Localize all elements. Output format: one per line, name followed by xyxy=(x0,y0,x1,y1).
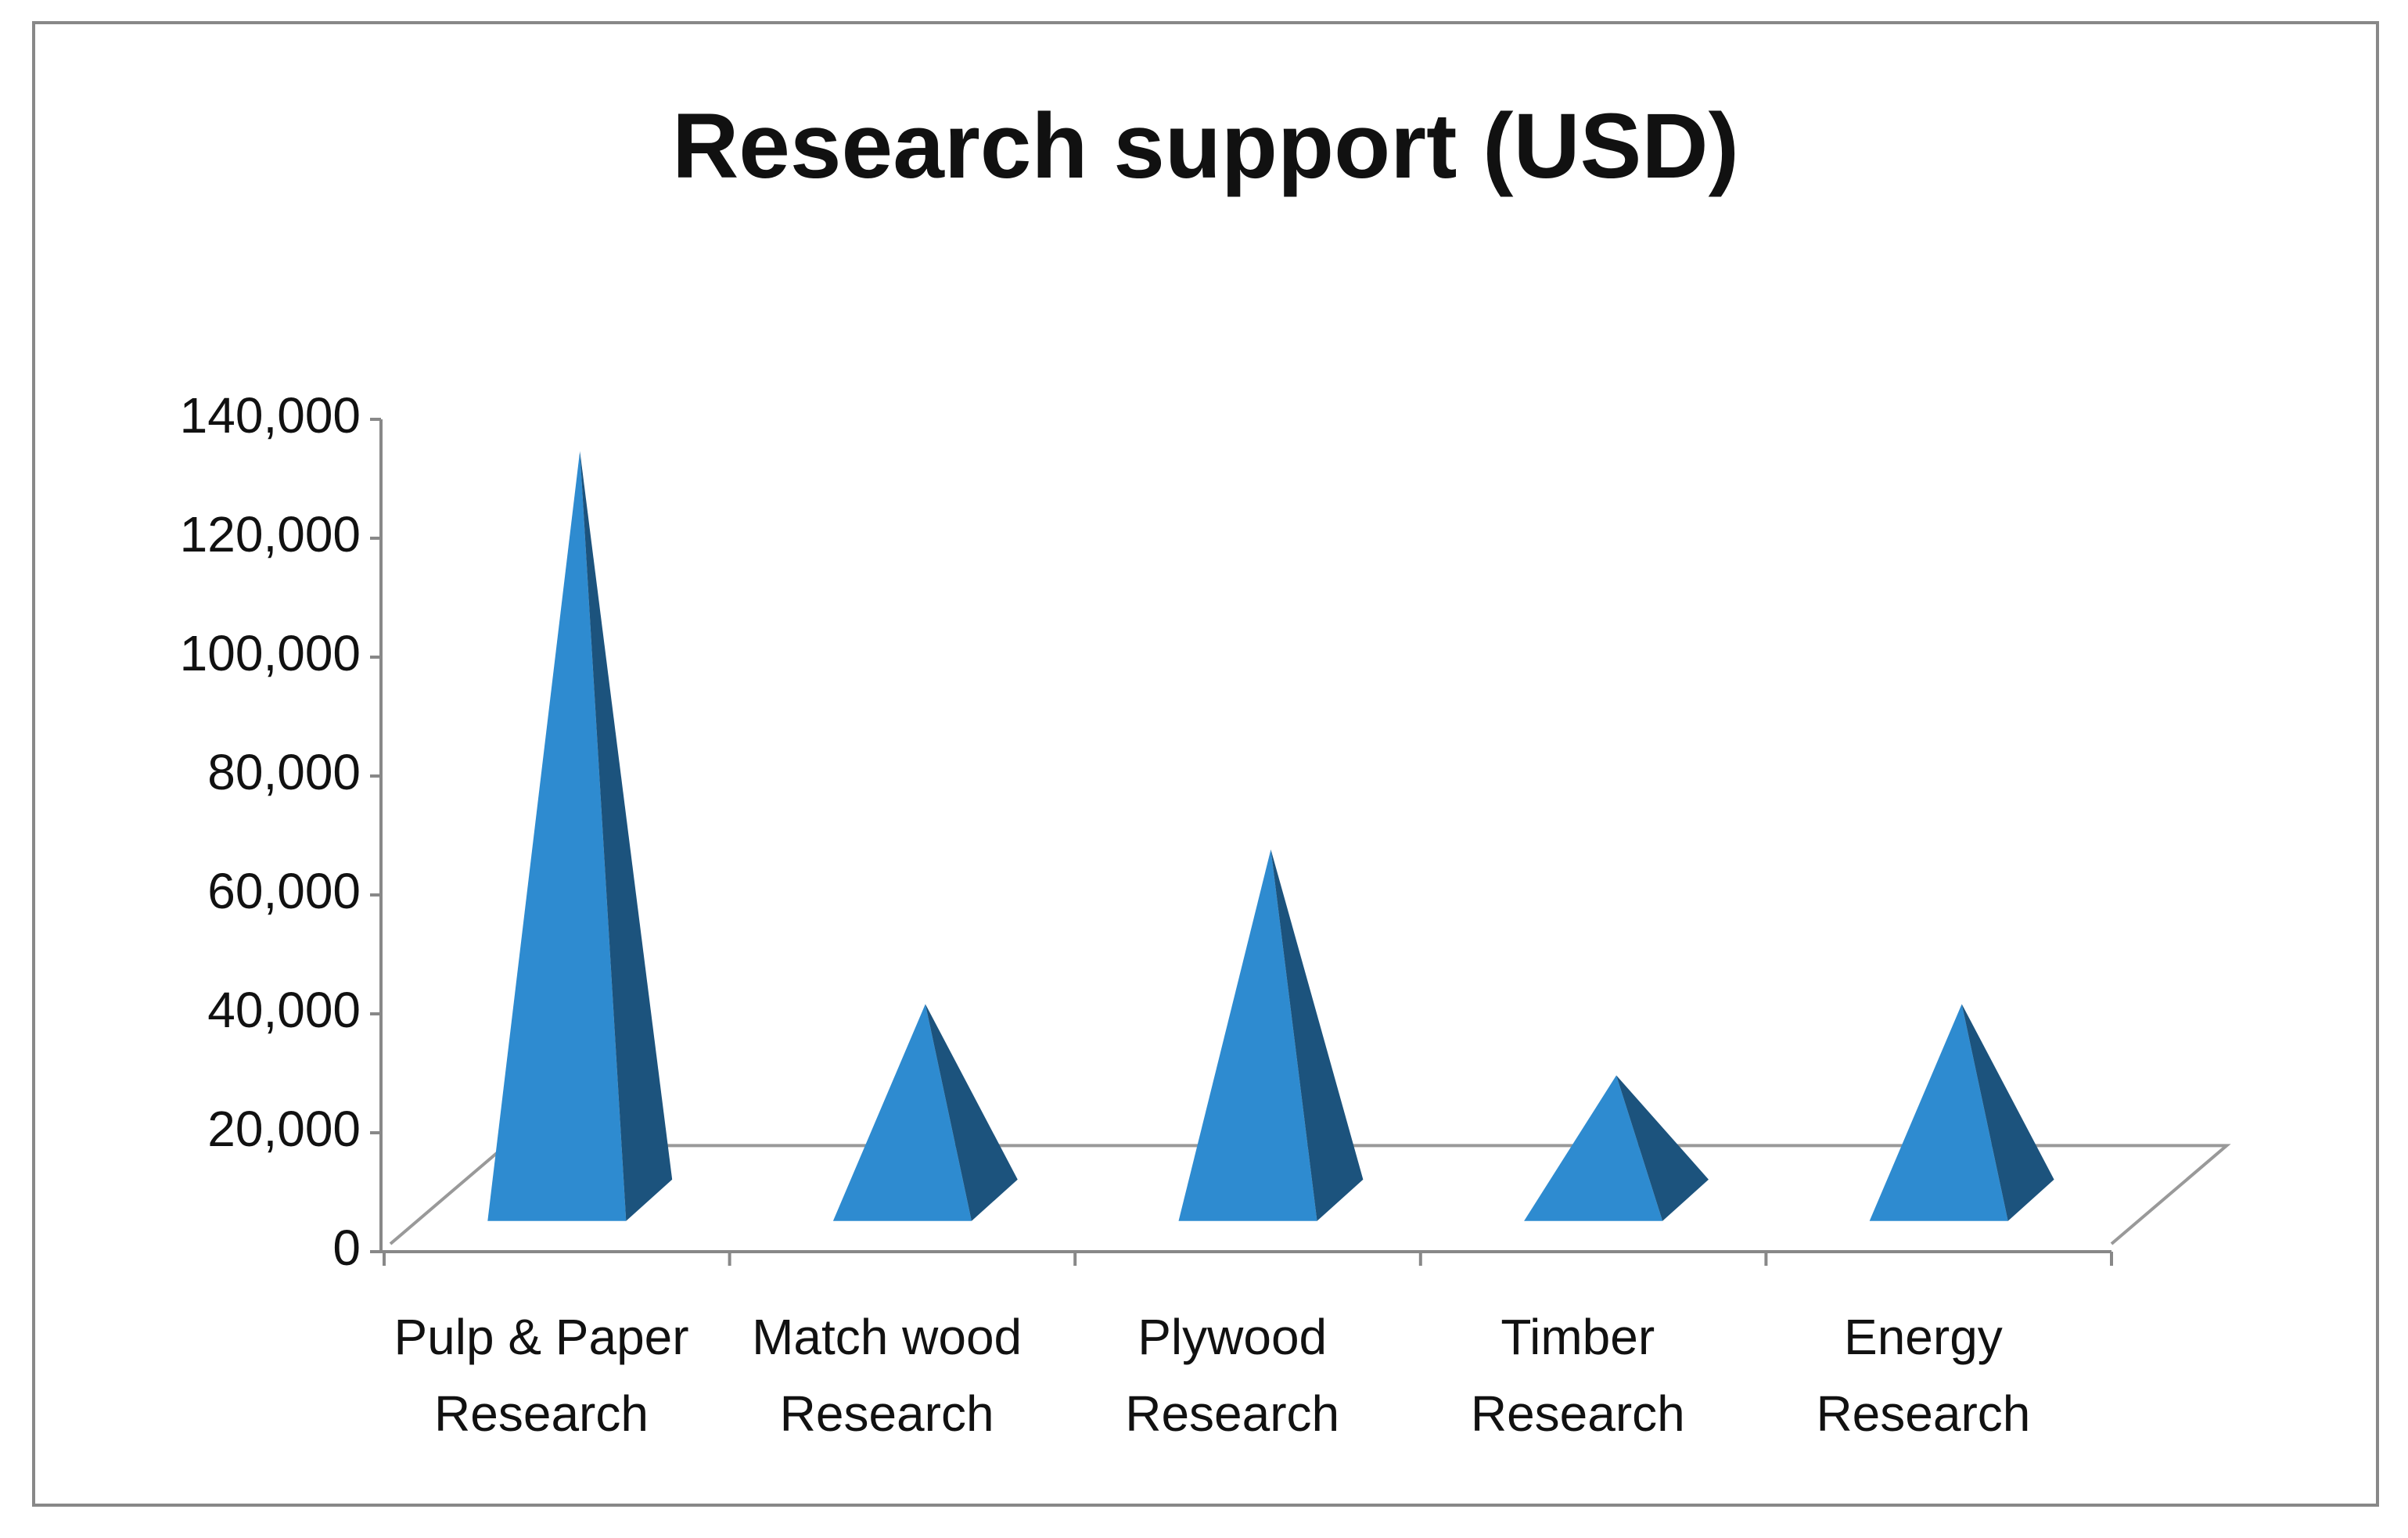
y-tick-label: 40,000 xyxy=(207,982,361,1038)
floor xyxy=(389,1144,2231,1245)
y-tick-label: 60,000 xyxy=(207,863,361,919)
y-tick-label: 80,000 xyxy=(207,744,361,800)
pyramid-front xyxy=(832,1004,972,1221)
y-tick-label: 140,000 xyxy=(180,387,361,444)
pyramid-side xyxy=(1270,849,1364,1221)
y-tick-label: 0 xyxy=(332,1220,361,1276)
pyramid-front xyxy=(1869,1004,2008,1221)
x-tick-label: Energy Research xyxy=(1816,1309,2031,1442)
x-tick-label: Pulp & Paper Research xyxy=(394,1309,689,1442)
pyramid-front xyxy=(487,451,627,1221)
pyramid-side xyxy=(580,451,673,1221)
pyramid-side xyxy=(1961,1004,2054,1221)
pyramid-front xyxy=(1178,849,1317,1221)
x-tick-label: Timber Research xyxy=(1470,1309,1685,1442)
pyramid-side xyxy=(925,1004,1018,1221)
x-tick-label: Plywood Research xyxy=(1125,1309,1340,1442)
y-tick-label: 100,000 xyxy=(180,625,361,681)
pyramid-front xyxy=(1524,1075,1663,1221)
chart-border xyxy=(32,21,2379,1507)
x-tick-label: Match wood Research xyxy=(752,1309,1023,1442)
y-tick-label: 20,000 xyxy=(207,1101,361,1157)
y-tick-label: 120,000 xyxy=(180,506,361,562)
chart-title: Research support (USD) xyxy=(672,95,1739,198)
pyramid-side xyxy=(1616,1075,1709,1221)
